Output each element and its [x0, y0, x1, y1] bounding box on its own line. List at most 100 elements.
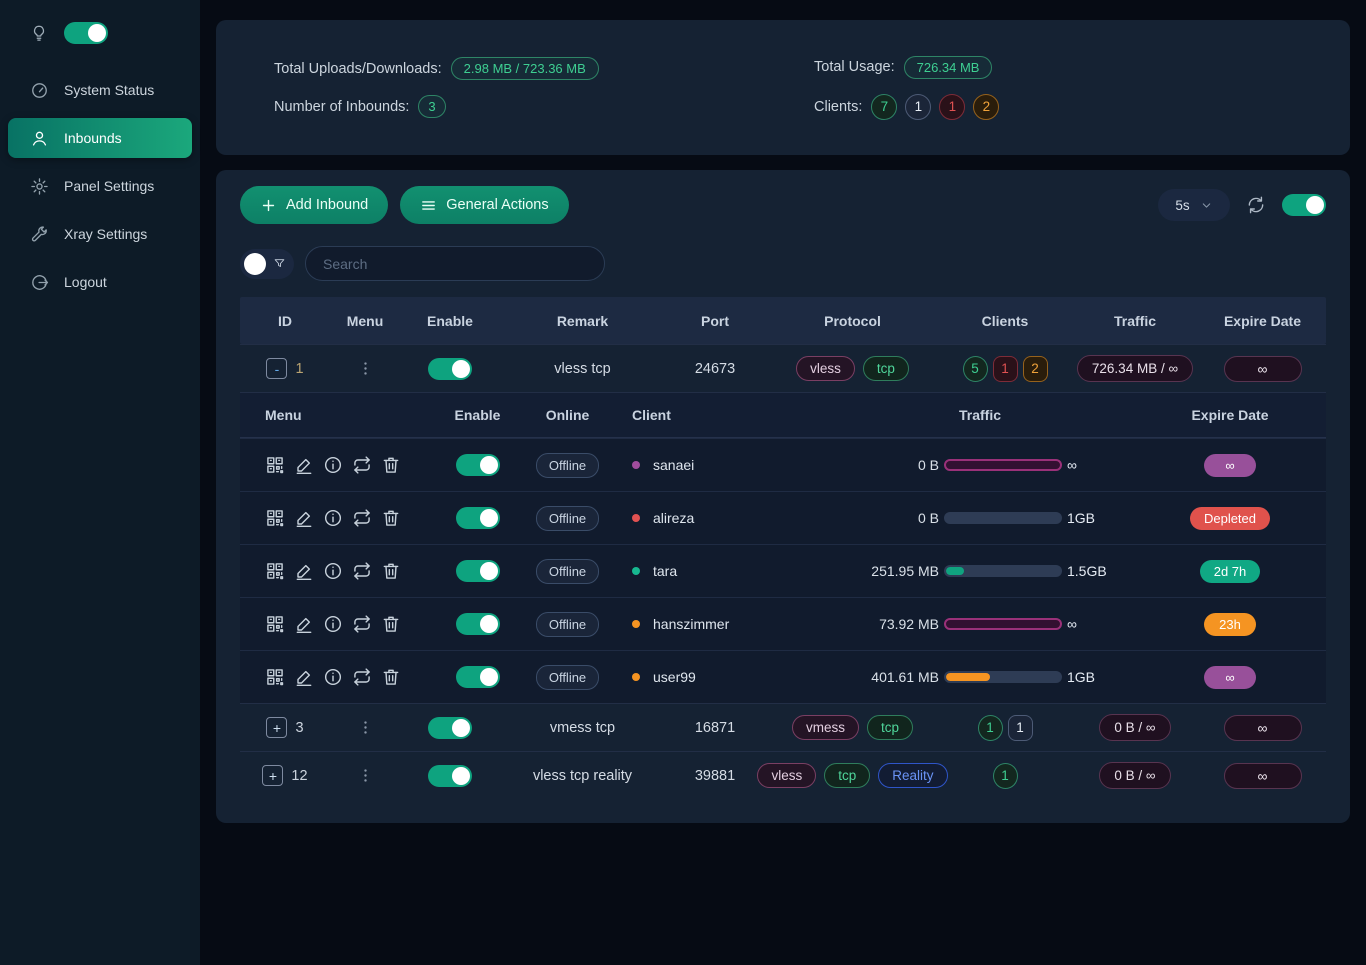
traffic-progress-bar [944, 512, 1062, 524]
inbound-id: 1 [295, 360, 304, 377]
client-color-dot [632, 461, 640, 469]
usage-badge: 726.34 MB [903, 55, 993, 79]
client-count-badge: 2 [973, 93, 1000, 120]
info-icon[interactable] [323, 508, 343, 528]
row-menu-button[interactable] [357, 719, 374, 736]
client-count-badge: 1 [939, 93, 966, 120]
sidebar-item-system-status[interactable]: System Status [0, 70, 200, 110]
header-port: Port [701, 312, 729, 329]
general-actions-button[interactable]: General Actions [400, 186, 569, 224]
traffic-used: 0 B [917, 510, 939, 526]
online-status-badge: Offline [535, 452, 600, 478]
sidebar-item-label: Inbounds [64, 130, 122, 146]
edit-icon[interactable] [294, 614, 314, 634]
inbound-enable-toggle[interactable] [428, 357, 472, 380]
traffic-used: 401.61 MB [871, 669, 939, 685]
refresh-button[interactable] [1246, 195, 1266, 215]
client-row: Offline user99 401.61 MB 1GB ∞ [240, 650, 1326, 703]
qr-code-icon[interactable] [265, 561, 285, 581]
theme-toggle[interactable] [64, 22, 108, 44]
client-color-dot [632, 620, 640, 628]
client-row: Offline hanszimmer 73.92 MB ∞ 23h [240, 597, 1326, 650]
expand-row-button[interactable]: + [266, 717, 288, 738]
total-usage: Total Usage: 726.34 MB [814, 55, 999, 79]
sidebar-item-xray-settings[interactable]: Xray Settings [0, 214, 200, 254]
collapse-row-button[interactable]: - [266, 358, 288, 379]
inbounds-table: ID Menu Enable Remark Port Protocol Clie… [240, 297, 1326, 799]
auto-refresh-toggle[interactable] [1282, 194, 1326, 216]
traffic-progress-bar [944, 618, 1062, 630]
delete-icon[interactable] [381, 667, 401, 687]
client-table-header: Menu Enable Online Client Traffic Expire… [240, 393, 1326, 438]
header-id: ID [278, 312, 292, 329]
chevron-down-icon [1200, 199, 1213, 212]
reset-traffic-icon[interactable] [352, 614, 372, 634]
traffic-used: 251.95 MB [871, 563, 939, 579]
row-menu-button[interactable] [357, 767, 374, 784]
delete-icon[interactable] [381, 508, 401, 528]
qr-code-icon[interactable] [265, 667, 285, 687]
expand-row-button[interactable]: + [262, 765, 284, 786]
filter-toggle-knob [244, 252, 266, 275]
sidebar-item-label: Panel Settings [64, 178, 155, 194]
info-icon[interactable] [323, 667, 343, 687]
reset-traffic-icon[interactable] [352, 667, 372, 687]
header-traffic: Traffic [1113, 312, 1156, 329]
delete-icon[interactable] [381, 614, 401, 634]
client-enable-toggle[interactable] [455, 454, 500, 476]
client-enable-toggle[interactable] [455, 507, 500, 529]
stat-label: Total Uploads/Downloads: [274, 60, 442, 77]
qr-code-icon[interactable] [265, 508, 285, 528]
delete-icon[interactable] [381, 561, 401, 581]
header-expire-date: Expire Date [1223, 312, 1302, 329]
reset-traffic-icon[interactable] [352, 508, 372, 528]
edit-icon[interactable] [294, 455, 314, 475]
header-client: Client [632, 407, 671, 423]
client-count-badge: 1 [905, 93, 932, 120]
refresh-interval-select[interactable]: 5s [1158, 189, 1230, 221]
inbound-remark: vmess tcp [549, 719, 616, 736]
edit-icon[interactable] [294, 667, 314, 687]
add-inbound-button[interactable]: Add Inbound [240, 186, 389, 224]
delete-icon[interactable] [381, 455, 401, 475]
reset-traffic-icon[interactable] [352, 561, 372, 581]
client-name: sanaei [653, 457, 695, 473]
qr-code-icon[interactable] [265, 455, 285, 475]
table-header: ID Menu Enable Remark Port Protocol Clie… [240, 297, 1326, 344]
client-enable-toggle[interactable] [455, 613, 500, 635]
client-sub-table: Menu Enable Online Client Traffic Expire… [240, 392, 1326, 703]
edit-icon[interactable] [294, 561, 314, 581]
sidebar-item-label: Logout [64, 274, 107, 290]
inbound-enable-toggle[interactable] [428, 716, 472, 739]
protocol-badge: tcp [862, 356, 909, 381]
online-status-badge: Offline [535, 664, 600, 690]
search-input[interactable] [305, 246, 605, 281]
expire-badge: ∞ [1223, 355, 1302, 382]
inbounds-panel: Add Inbound General Actions 5s [216, 170, 1350, 823]
info-icon[interactable] [323, 614, 343, 634]
inbound-enable-toggle[interactable] [428, 764, 472, 787]
traffic-used: 73.92 MB [879, 616, 939, 632]
client-enable-toggle[interactable] [455, 666, 500, 688]
client-enable-toggle[interactable] [455, 560, 500, 582]
sidebar-item-label: System Status [64, 82, 155, 98]
gear-icon [30, 177, 49, 196]
reset-traffic-icon[interactable] [352, 455, 372, 475]
inbound-row: + 3 vmess tcp 16871 vmess tcp 1 1 [240, 703, 1326, 751]
qr-code-icon[interactable] [265, 614, 285, 634]
sidebar-item-panel-settings[interactable]: Panel Settings [0, 166, 200, 206]
info-icon[interactable] [323, 455, 343, 475]
search-row [240, 246, 1326, 281]
expire-badge: 23h [1204, 612, 1256, 636]
filter-toggle[interactable] [240, 248, 294, 279]
header-menu: Menu [265, 407, 302, 423]
sidebar-item-logout[interactable]: Logout [0, 262, 200, 302]
protocol-badge: tcp [824, 763, 871, 788]
row-menu-button[interactable] [357, 360, 374, 377]
edit-icon[interactable] [294, 508, 314, 528]
client-count-badge: 1 [992, 762, 1018, 789]
info-icon[interactable] [323, 561, 343, 581]
sidebar-item-inbounds[interactable]: Inbounds [8, 118, 192, 158]
theme-row [0, 0, 200, 62]
inbound-row: - 1 vless tcp 24673 vless tcp 5 1 [240, 344, 1326, 392]
